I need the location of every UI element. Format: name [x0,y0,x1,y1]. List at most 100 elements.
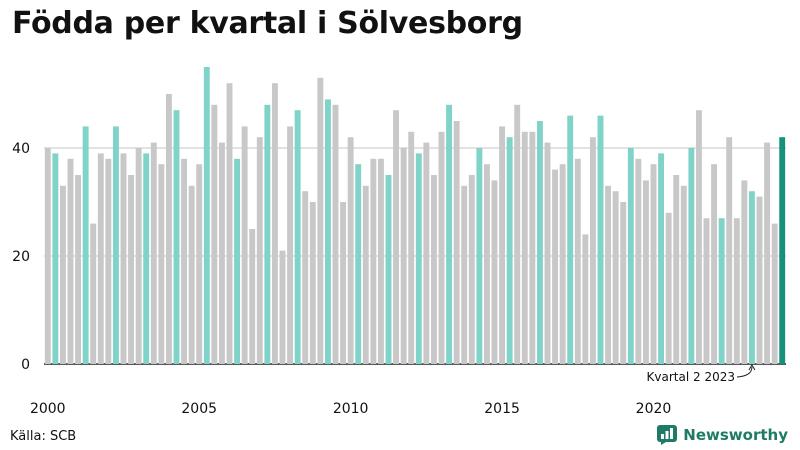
bar [574,158,581,364]
bar [181,158,188,364]
bar [120,153,127,364]
bar [589,137,596,364]
bar [461,185,468,364]
bar [173,110,180,364]
bar [741,180,748,364]
bar [393,110,400,364]
bar [234,158,241,364]
y-axis: 0 20 40 [12,141,30,373]
bar [688,148,695,364]
bar [756,196,763,364]
bar [347,137,354,364]
bar [567,115,574,364]
bar [453,121,460,364]
bar [733,218,740,364]
brand-name: Newsworthy [683,426,788,444]
bar [112,126,119,365]
bar [559,164,566,364]
bar [627,148,634,364]
x-tick-label: 2020 [636,401,672,417]
bar [650,164,657,364]
bar [506,137,513,364]
bar [642,180,649,364]
bar [718,218,725,364]
bar [499,126,506,365]
bars [44,67,786,365]
bar [544,142,551,364]
bar [158,164,165,364]
bar [203,67,210,364]
annotation-arrow [736,366,753,378]
bar [726,137,733,364]
bar [536,121,543,364]
x-tick-label: 2010 [333,401,369,417]
bar [423,142,430,364]
bar [150,142,157,364]
bar [67,158,74,364]
bar [332,104,339,365]
bar [226,83,233,364]
bar [665,212,672,364]
y-tick-label: 0 [21,357,30,373]
bar [680,185,687,364]
bar [188,185,195,364]
bar [597,115,604,364]
bar [483,164,490,364]
chart-title: Födda per kvartal i Sölvesborg [12,6,523,41]
bar [165,94,172,364]
bar [241,126,248,365]
bar [620,202,627,364]
bar [309,202,316,364]
bar [408,131,415,364]
bar [90,223,97,364]
bar [521,131,528,364]
bar [44,148,51,364]
bar [218,142,225,364]
bar [143,153,150,364]
bar [529,131,536,364]
bar [370,158,377,364]
bar [105,158,112,364]
bar [673,175,680,364]
bar [400,148,407,364]
bar [476,148,483,364]
bar [552,169,559,364]
x-tick-label: 2005 [181,401,217,417]
bar [446,104,453,365]
y-tick-label: 20 [12,249,30,265]
bar [430,175,437,364]
bar [468,175,475,364]
bar [612,191,619,364]
annotation: Kvartal 2 2023 [647,364,756,384]
bar [196,164,203,364]
bar [287,126,294,365]
bar [703,218,710,364]
bar [324,99,331,365]
bar [82,126,89,365]
annotation-arrowhead [748,364,756,371]
bar [415,153,422,364]
bar [264,104,271,365]
x-tick-label: 2000 [30,401,66,417]
bar [605,185,612,364]
x-axis: 2000 2005 2010 2015 2020 [30,401,671,417]
bar [249,229,256,364]
bar [256,137,263,364]
bar [385,175,392,364]
bar [135,148,142,364]
bar [128,175,135,364]
bar [377,158,384,364]
bar [340,202,347,364]
bar [695,110,702,364]
bar [211,104,218,365]
x-tick-label: 2015 [484,401,520,417]
bar [279,250,286,364]
bar [302,191,309,364]
bar [438,131,445,364]
bar [52,153,59,364]
newsworthy-logo-icon [657,425,678,445]
bar [764,142,771,364]
bar-chart: 0 20 40 2000 2005 2010 2015 2020 Kvartal 2 202… [12,67,786,417]
bar [355,164,362,364]
annotation-label: Kvartal 2 2023 [647,370,735,384]
